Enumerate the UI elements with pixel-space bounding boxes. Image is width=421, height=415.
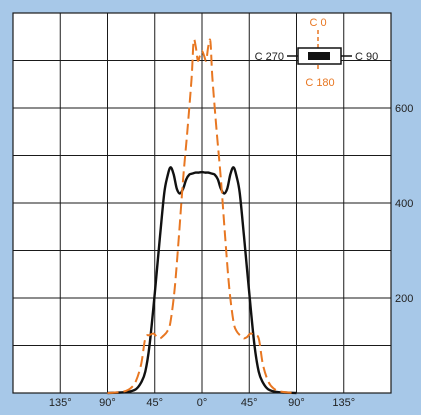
x-tick-label: 45° [241,397,258,409]
x-tick-label: 45° [146,397,163,409]
series-c0-c180-dashed-curve [107,38,297,394]
legend-label-c180: C 180 [305,77,334,89]
x-tick-label: 0° [197,397,208,409]
series-c90-c270-solid-curve [107,166,297,395]
x-tick-label: 90° [288,397,305,409]
legend-label-c270: C 270 [255,51,284,63]
x-tick-label: 135° [332,397,355,409]
grid [13,13,391,393]
series-group [107,38,297,395]
y-tick-label: 200 [395,293,413,305]
legend-luminaire-body [308,52,330,60]
y-tick-labels: 200 400 600 [395,103,413,305]
x-tick-label: 135° [49,397,72,409]
y-tick-label: 400 [395,198,413,210]
legend-label-c0: C 0 [309,17,326,29]
y-tick-label: 600 [395,103,413,115]
orientation-legend: C 0 C 180 C 270 C 90 [255,17,379,89]
x-tick-labels: 135° 90° 45° 0° 45° 90° 135° [49,397,355,409]
legend-label-c90: C 90 [355,51,378,63]
x-tick-label: 90° [99,397,116,409]
